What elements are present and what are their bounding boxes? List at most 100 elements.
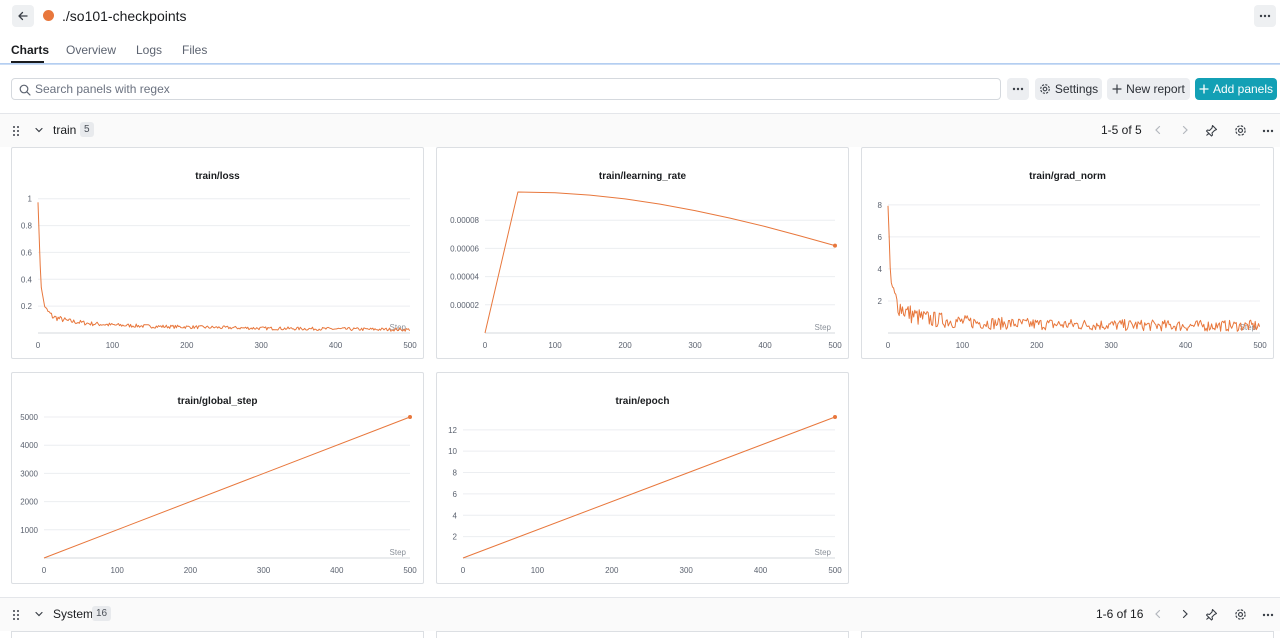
x-tick-label: 300 — [1105, 341, 1119, 350]
chart-panel-train-grad-norm[interactable]: train/grad_norm 2 4 6 8 0 100 200 300 400 500 Step — [861, 147, 1274, 359]
y-tick-label: 2000 — [20, 498, 38, 507]
ellipsis-icon[interactable] — [1262, 129, 1274, 133]
section-name[interactable]: System — [53, 607, 94, 621]
series-line — [43, 416, 411, 559]
back-button[interactable] — [12, 5, 34, 27]
y-tick-label: 0.2 — [21, 302, 33, 311]
chart-title: train/learning_rate — [598, 171, 687, 182]
x-tick-label: 0 — [886, 341, 891, 350]
line-chart: 2 4 6 8 10 12 0 100 200 300 400 500 Step — [448, 415, 842, 575]
tab-bar: Charts Overview Logs Files — [0, 40, 1280, 64]
pin-icon[interactable] — [1205, 124, 1218, 137]
panel-toolbar: Settings New report Add panels — [0, 78, 1280, 100]
y-tick-label: 6 — [878, 233, 883, 242]
x-tick-label: 0 — [36, 341, 41, 350]
chart-panel-train-epoch[interactable]: train/epoch 2 4 6 8 10 12 0 100 200 300 400 500 Step — [436, 372, 849, 584]
more-options-button[interactable] — [1254, 5, 1276, 27]
x-tick-label: 0 — [483, 341, 488, 350]
x-axis-label: Step — [815, 323, 832, 332]
chevron-down-icon[interactable] — [34, 610, 44, 618]
chevron-right-icon[interactable] — [1180, 124, 1190, 136]
chevron-down-icon[interactable] — [34, 126, 44, 134]
y-tick-label: 12 — [448, 426, 457, 435]
x-tick-label: 100 — [956, 341, 970, 350]
x-tick-label: 0 — [461, 566, 466, 575]
tab-overview[interactable]: Overview — [66, 43, 117, 57]
new-report-label: New report — [1126, 82, 1185, 96]
series-line — [484, 191, 836, 334]
gear-icon[interactable] — [1234, 124, 1247, 137]
x-tick-label: 100 — [106, 341, 120, 350]
x-tick-label: 400 — [758, 341, 772, 350]
y-tick-label: 1 — [28, 195, 33, 204]
chart-panel-train-learning-rate[interactable]: train/learning_rate 0.00002 0.00004 0.0000… — [436, 147, 849, 359]
ellipsis-icon — [1012, 87, 1024, 91]
run-color-dot — [43, 10, 54, 21]
y-tick-label: 0.00004 — [450, 273, 479, 282]
ellipsis-icon[interactable] — [1262, 613, 1274, 617]
panel-count-badge: 5 — [80, 122, 94, 137]
settings-button[interactable]: Settings — [1035, 78, 1102, 100]
x-axis-label: Step — [390, 323, 407, 332]
x-tick-label: 500 — [403, 566, 417, 575]
tab-files[interactable]: Files — [182, 43, 208, 57]
section-header-system: System 16 1-6 of 16 — [0, 597, 1280, 631]
arrow-left-icon — [18, 11, 28, 21]
new-report-button[interactable]: New report — [1107, 78, 1190, 100]
search-box — [11, 78, 1001, 100]
x-axis-label: Step — [390, 548, 407, 557]
x-tick-label: 200 — [180, 341, 194, 350]
ellipsis-icon — [1259, 14, 1271, 18]
x-tick-label: 500 — [828, 341, 842, 350]
panel-count-badge: 16 — [92, 606, 112, 621]
x-tick-label: 400 — [754, 566, 768, 575]
plus-icon — [1199, 84, 1209, 94]
y-tick-label: 0.6 — [21, 248, 33, 257]
series-end-point — [833, 415, 837, 419]
x-tick-label: 400 — [330, 566, 344, 575]
chart-title: train/global_step — [177, 396, 258, 407]
y-tick-label: 2 — [878, 297, 883, 306]
x-tick-label: 100 — [531, 566, 545, 575]
drag-handle-icon[interactable] — [12, 609, 20, 621]
plus-icon — [1112, 84, 1122, 94]
y-tick-label: 0.4 — [21, 275, 33, 284]
drag-handle-icon[interactable] — [12, 125, 20, 137]
chevron-left-icon[interactable] — [1153, 124, 1163, 136]
pagination-range: 1-5 of 5 — [1101, 123, 1142, 137]
chevron-left-icon[interactable] — [1153, 608, 1163, 620]
x-axis-label: Step — [815, 548, 832, 557]
y-tick-label: 4 — [878, 265, 883, 274]
chart-panel-train-loss[interactable]: train/loss 0.2 0.4 0.6 0.8 1 0 100 200 300 400 500… — [11, 147, 424, 359]
tab-charts[interactable]: Charts — [11, 43, 50, 57]
chart-panel-train-global-step[interactable]: train/global_step 1000 2000 3000 4000 5000 0 1… — [11, 372, 424, 584]
chart-title: train/epoch — [615, 396, 670, 407]
series-end-point — [408, 415, 412, 419]
x-tick-label: 200 — [1030, 341, 1044, 350]
add-panels-label: Add panels — [1212, 82, 1274, 96]
x-tick-label: 100 — [548, 341, 562, 350]
line-chart: 0.2 0.4 0.6 0.8 1 0 100 200 300 400 500 Step — [21, 195, 417, 350]
gear-icon[interactable] — [1234, 608, 1247, 621]
x-tick-label: 500 — [403, 341, 417, 350]
line-chart: 1000 2000 3000 4000 5000 0 100 200 300 400 500 Step — [20, 413, 417, 575]
search-input[interactable] — [35, 79, 985, 99]
section-name[interactable]: train — [53, 123, 77, 137]
pin-icon[interactable] — [1205, 608, 1218, 621]
y-tick-label: 0.8 — [21, 222, 33, 231]
toolbar-more-button[interactable] — [1007, 78, 1029, 100]
x-tick-label: 0 — [42, 566, 47, 575]
section-header-train: train 5 1-5 of 5 — [0, 113, 1280, 147]
y-tick-label: 4000 — [20, 441, 38, 450]
y-tick-label: 6 — [453, 490, 458, 499]
line-chart: 0.00002 0.00004 0.00006 0.00008 0 100 200 300 40… — [450, 191, 842, 350]
chart-title: train/grad_norm — [1029, 171, 1106, 182]
y-tick-label: 8 — [453, 469, 458, 478]
tabs-divider — [0, 63, 1280, 65]
add-panels-button[interactable]: Add panels — [1195, 78, 1277, 100]
tab-logs[interactable]: Logs — [136, 43, 163, 57]
y-tick-label: 0.00006 — [450, 244, 479, 253]
y-tick-label: 1000 — [20, 526, 38, 535]
chevron-right-icon[interactable] — [1180, 608, 1190, 620]
